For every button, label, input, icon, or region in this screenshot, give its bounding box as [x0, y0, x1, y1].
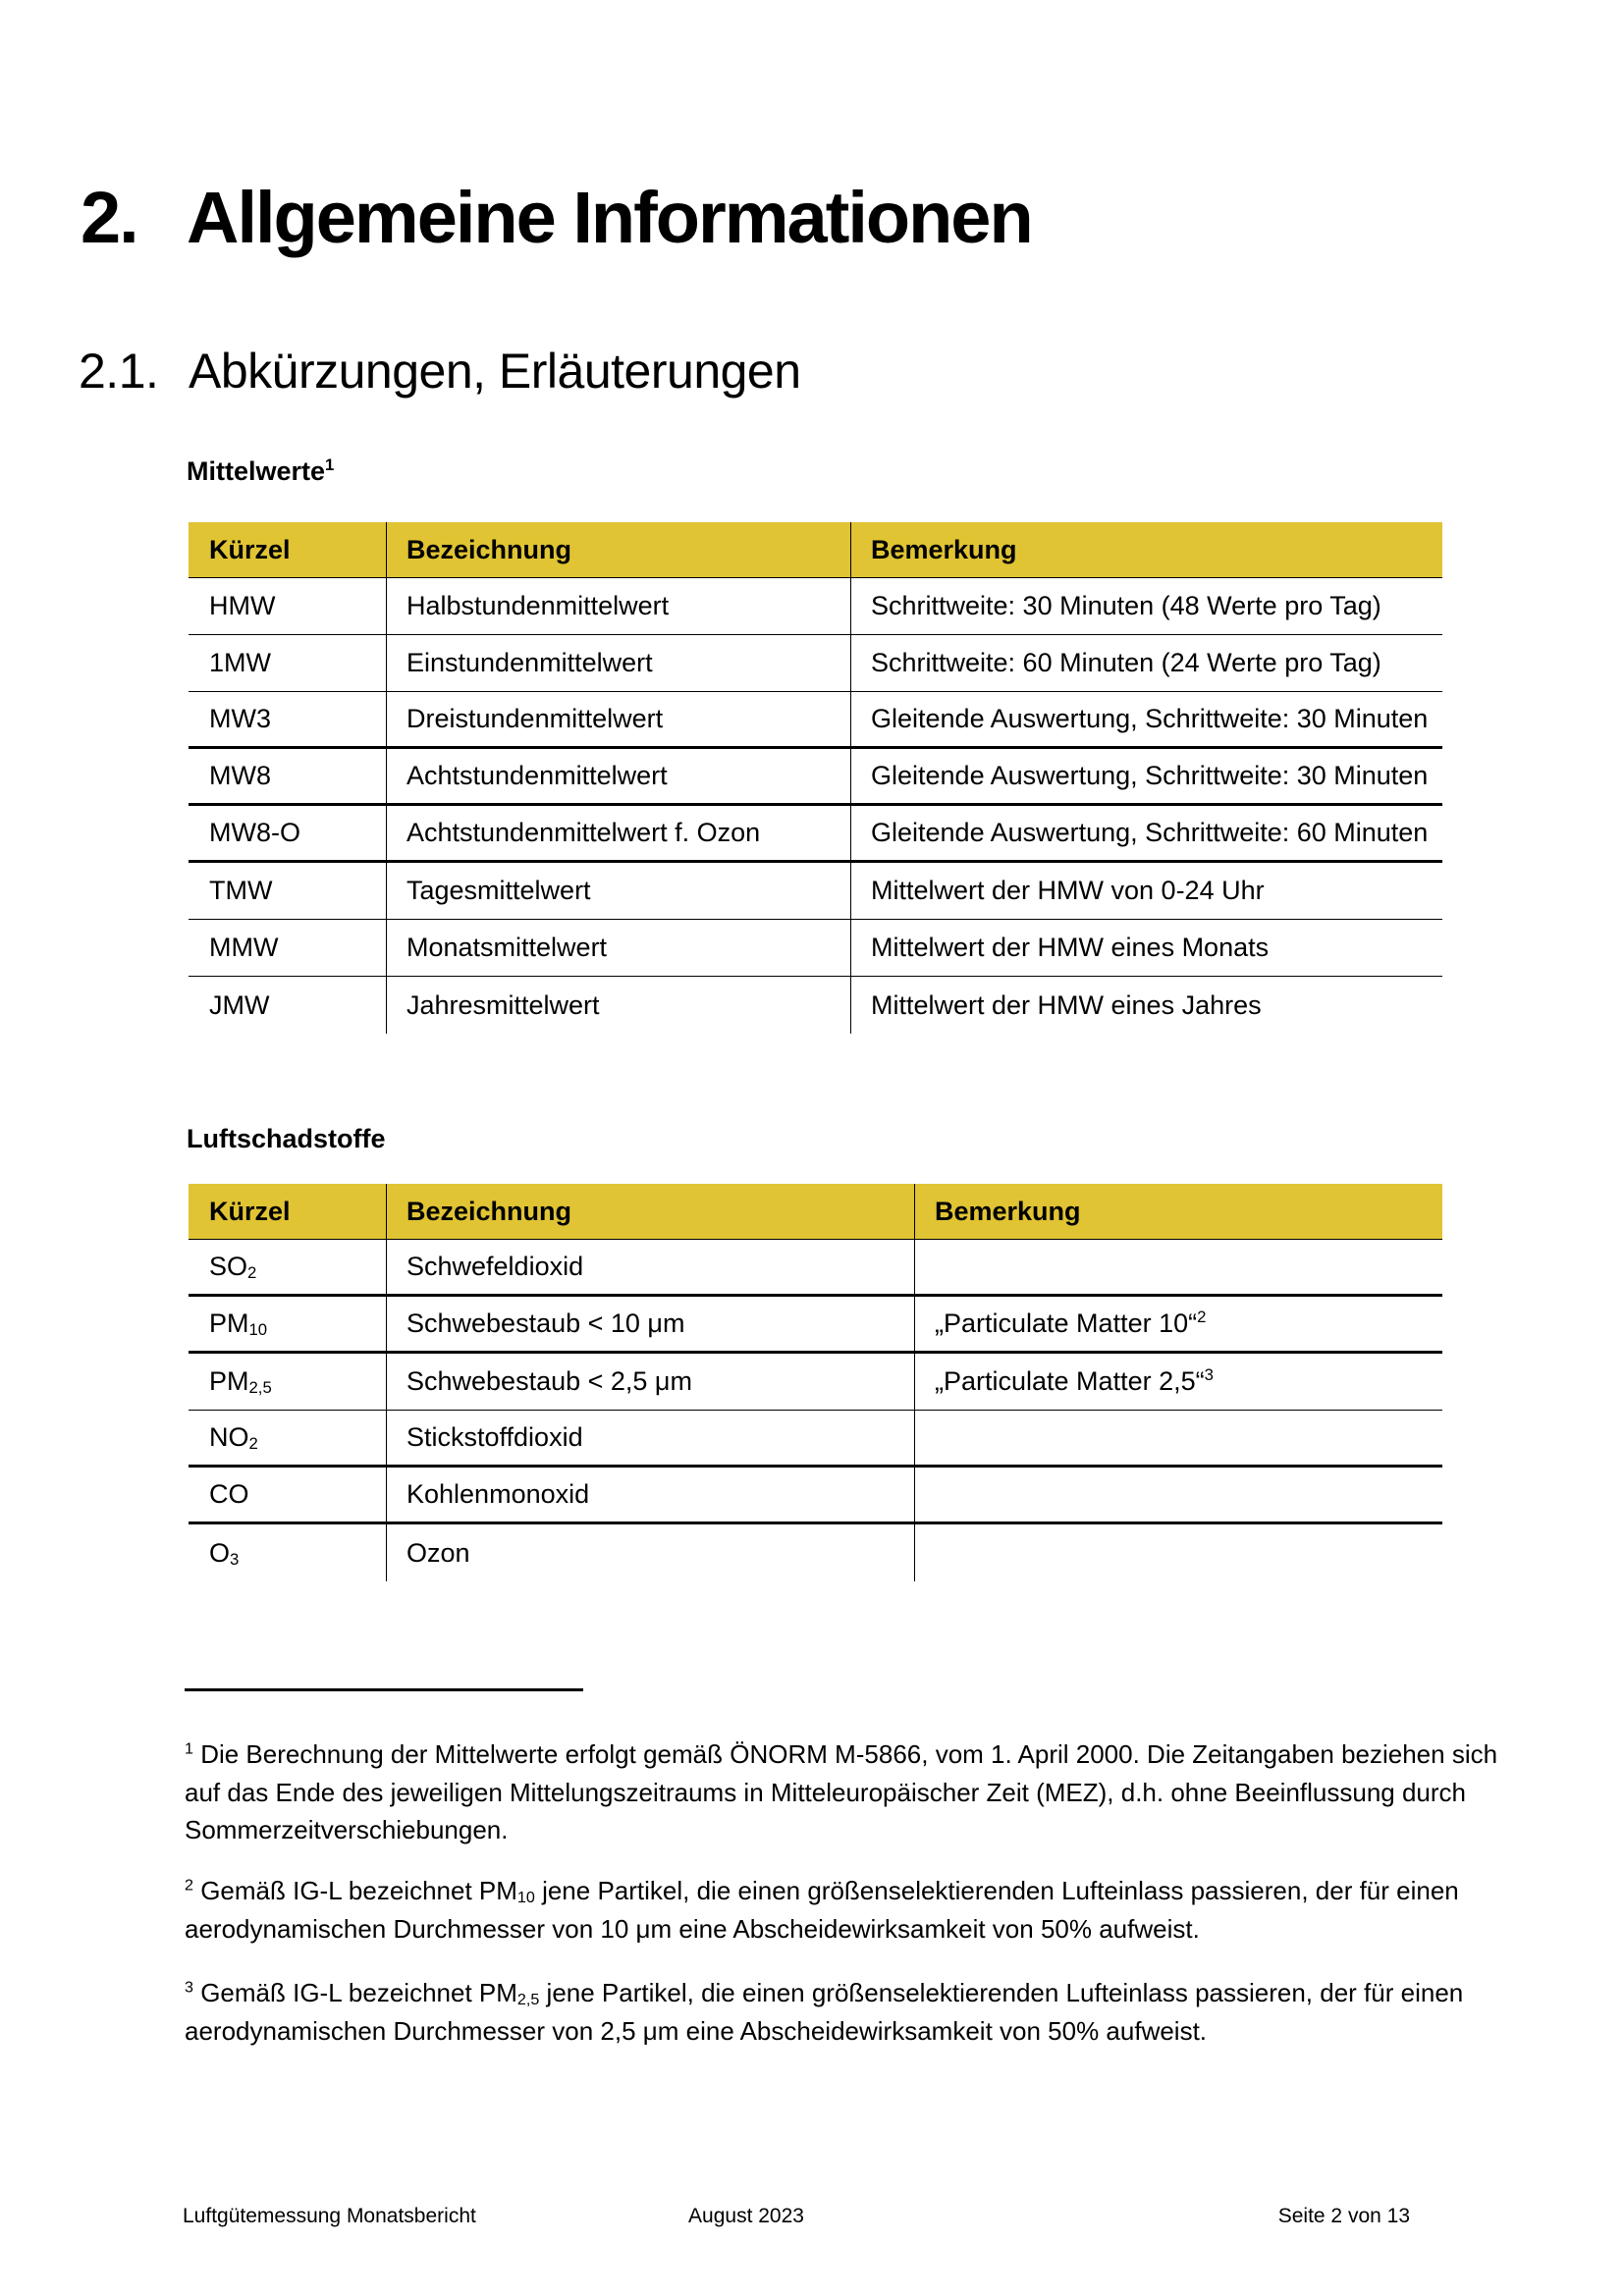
column-divider	[850, 522, 851, 1034]
cell-bezeichnung: Ozon	[406, 1537, 470, 1568]
cell-kuerzel: HMW	[209, 591, 276, 620]
cell-bemerkung: Mittelwert der HMW von 0-24 Uhr	[871, 876, 1265, 905]
cell-bemerkung: Gleitende Auswertung, Schrittweite: 30 M…	[871, 704, 1429, 733]
footnote-line: Sommerzeitverschiebungen.	[185, 1815, 509, 1844]
header-bemerkung: Bemerkung	[871, 534, 1017, 564]
cell-bemerkung: Mittelwert der HMW eines Monats	[871, 933, 1270, 962]
table-row: HMW Halbstundenmittelwert Schrittweite: 30…	[189, 578, 1442, 635]
cell-bezeichnung: Schwefeldioxid	[406, 1252, 584, 1281]
footnote-separator	[185, 1688, 583, 1691]
chapter-title: Allgemeine Informationen	[187, 177, 1034, 258]
cell-bemerkung: Gleitende Auswertung, Schrittweite: 30 M…	[871, 761, 1429, 790]
cell-bemerkung: „Particulate Matter 10“2	[935, 1308, 1207, 1338]
table-header-row: Kürzel Bezeichnung Bemerkung	[189, 522, 1442, 578]
table-row: PM2,5 Schwebestaub < 2,5 μm „Particulate M…	[189, 1354, 1442, 1411]
cell-kuerzel: SO2	[209, 1252, 257, 1282]
header-bezeichnung: Bezeichnung	[406, 534, 572, 564]
cell-bezeichnung: Achtstundenmittelwert f. Ozon	[406, 818, 761, 847]
cell-bezeichnung: Jahresmittelwert	[406, 989, 600, 1020]
table-row: NO2 Stickstoffdioxid	[189, 1411, 1442, 1468]
cell-kuerzel: MW8	[209, 761, 271, 790]
header-bemerkung: Bemerkung	[935, 1196, 1081, 1226]
footer-right: Seite 2 von 13	[1277, 2205, 1410, 2227]
cell-bemerkung: Gleitende Auswertung, Schrittweite: 60 M…	[871, 818, 1429, 847]
footnote-line: aerodynamischen Durchmesser von 2,5 μm e…	[185, 2015, 1208, 2046]
cell-kuerzel: MMW	[209, 933, 279, 962]
cell-kuerzel: PM2,5	[209, 1366, 272, 1397]
header-bezeichnung: Bezeichnung	[406, 1196, 572, 1226]
table-row: MMW Monatsmittelwert Mittelwert der HMW ei…	[189, 920, 1442, 977]
footnote-1: 1 Die Berechnung der Mittelwerte erfolgt…	[185, 1735, 1497, 1849]
cell-bemerkung: Schrittweite: 30 Minuten (48 Werte pro T…	[871, 591, 1381, 620]
table-header-row: Kürzel Bezeichnung Bemerkung	[189, 1184, 1442, 1240]
table-row: SO2 Schwefeldioxid	[189, 1240, 1442, 1297]
footnote-line: auf das Ende des jeweiligen Mittelungsze…	[185, 1777, 1467, 1807]
column-divider	[386, 1184, 387, 1581]
footnote-2: 2 Gemäß IG-L bezeichnet PM10 jene Partik…	[185, 1872, 1459, 1948]
header-kuerzel: Kürzel	[209, 1196, 291, 1226]
footer-center: August 2023	[688, 2205, 804, 2227]
footnote-line: 2 Gemäß IG-L bezeichnet PM10 jene Partik…	[185, 1876, 1459, 1906]
luftschadstoffe-label: Luftschadstoffe	[187, 1124, 386, 1153]
cell-kuerzel: JMW	[209, 989, 270, 1020]
section-title: Abkürzungen, Erläuterungen	[189, 344, 801, 399]
cell-bemerkung: Schrittweite: 60 Minuten (24 Werte pro T…	[871, 648, 1381, 677]
column-divider	[386, 522, 387, 1034]
table-row: O3 Ozon	[189, 1524, 1442, 1581]
cell-kuerzel: MW8-O	[209, 818, 300, 847]
cell-kuerzel: PM10	[209, 1308, 268, 1339]
chapter-number: 2.	[81, 177, 139, 258]
cell-bezeichnung: Schwebestaub < 10 μm	[406, 1308, 685, 1338]
luftschadstoffe-table: Kürzel Bezeichnung Bemerkung SO2 Schwefeldio…	[189, 1184, 1442, 1581]
cell-bezeichnung: Dreistundenmittelwert	[406, 704, 664, 733]
cell-bezeichnung: Achtstundenmittelwert	[406, 761, 668, 790]
cell-bezeichnung: Kohlenmonoxid	[406, 1479, 590, 1509]
table-row: TMW Tagesmittelwert Mittelwert der HMW von…	[189, 863, 1442, 920]
cell-kuerzel: NO2	[209, 1422, 258, 1453]
cell-bemerkung: „Particulate Matter 2,5“3	[935, 1365, 1214, 1396]
footer-left: Luftgütemessung Monatsbericht	[183, 2205, 476, 2227]
cell-kuerzel: MW3	[209, 704, 271, 733]
cell-kuerzel: O3	[209, 1537, 240, 1569]
cell-bemerkung: Mittelwert der HMW eines Jahres	[871, 989, 1262, 1020]
footnote-line: aerodynamischen Durchmesser von 10 μm ei…	[185, 1913, 1200, 1944]
footnote-line: 3 Gemäß IG-L bezeichnet PM2,5 jene Parti…	[185, 1978, 1464, 2008]
mittelwerte-label: Mittelwerte1	[187, 455, 335, 486]
cell-bezeichnung: Stickstoffdioxid	[406, 1422, 583, 1452]
footnote-line: 1 Die Berechnung der Mittelwerte erfolgt…	[185, 1739, 1498, 1769]
table-row: MW3 Dreistundenmittelwert Gleitende Auswer…	[189, 692, 1442, 749]
cell-bezeichnung: Tagesmittelwert	[406, 876, 591, 905]
column-divider	[914, 1184, 915, 1581]
cell-kuerzel: 1MW	[209, 648, 271, 677]
footnote-3: 3 Gemäß IG-L bezeichnet PM2,5 jene Parti…	[185, 1974, 1463, 2050]
header-kuerzel: Kürzel	[209, 534, 291, 564]
table-row: MW8-O Achtstundenmittelwert f. Ozon Gleite…	[189, 806, 1442, 863]
cell-kuerzel: TMW	[209, 876, 273, 905]
cell-bezeichnung: Monatsmittelwert	[406, 933, 608, 962]
table-row: JMW Jahresmittelwert Mittelwert der HMW ei…	[189, 977, 1442, 1034]
cell-bezeichnung: Halbstundenmittelwert	[406, 591, 670, 620]
cell-kuerzel: CO	[209, 1479, 249, 1509]
table-row: 1MW Einstundenmittelwert Schrittweite: 60 …	[189, 635, 1442, 692]
section-number: 2.1.	[79, 344, 159, 399]
cell-bezeichnung: Schwebestaub < 2,5 μm	[406, 1366, 692, 1396]
mittelwerte-table: Kürzel Bezeichnung Bemerkung HMW Halbstunden…	[189, 522, 1442, 1034]
table-row: MW8 Achtstundenmittelwert Gleitende Auswer…	[189, 749, 1442, 806]
table-row: PM10 Schwebestaub < 10 μm „Particulate Mat…	[189, 1297, 1442, 1354]
cell-bezeichnung: Einstundenmittelwert	[406, 648, 653, 677]
table-row: CO Kohlenmonoxid	[189, 1468, 1442, 1524]
